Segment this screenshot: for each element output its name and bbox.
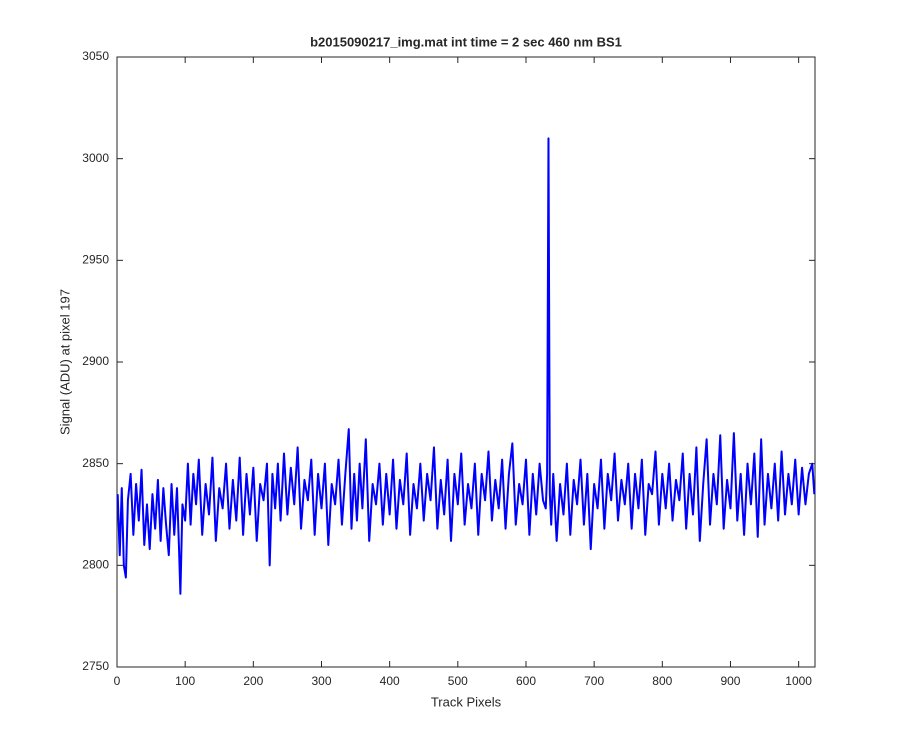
x-tick-label: 0 — [114, 674, 121, 688]
x-tick-label: 800 — [652, 674, 672, 688]
x-tick-label: 600 — [516, 674, 536, 688]
x-tick-label: 1000 — [785, 674, 812, 688]
x-tick-label: 300 — [311, 674, 331, 688]
y-tick-label: 2850 — [82, 456, 109, 470]
y-tick-label: 2950 — [82, 253, 109, 267]
y-tick-label: 2750 — [82, 659, 109, 673]
y-tick-label: 3000 — [82, 151, 109, 165]
x-tick-label: 700 — [584, 674, 604, 688]
x-tick-label: 500 — [448, 674, 468, 688]
y-tick-label: 2900 — [82, 354, 109, 368]
y-tick-label: 2800 — [82, 558, 109, 572]
x-tick-label: 200 — [243, 674, 263, 688]
data-line — [116, 137, 816, 595]
x-tick-label: 100 — [175, 674, 195, 688]
chart-title: b2015090217_img.mat int time = 2 sec 460… — [310, 34, 622, 49]
x-tick-label: 900 — [720, 674, 740, 688]
y-tick-label: 3050 — [82, 49, 109, 63]
x-axis-label: Track Pixels — [431, 694, 502, 709]
x-tick-label: 400 — [380, 674, 400, 688]
y-axis-label: Signal (ADU) at pixel 197 — [57, 289, 72, 435]
